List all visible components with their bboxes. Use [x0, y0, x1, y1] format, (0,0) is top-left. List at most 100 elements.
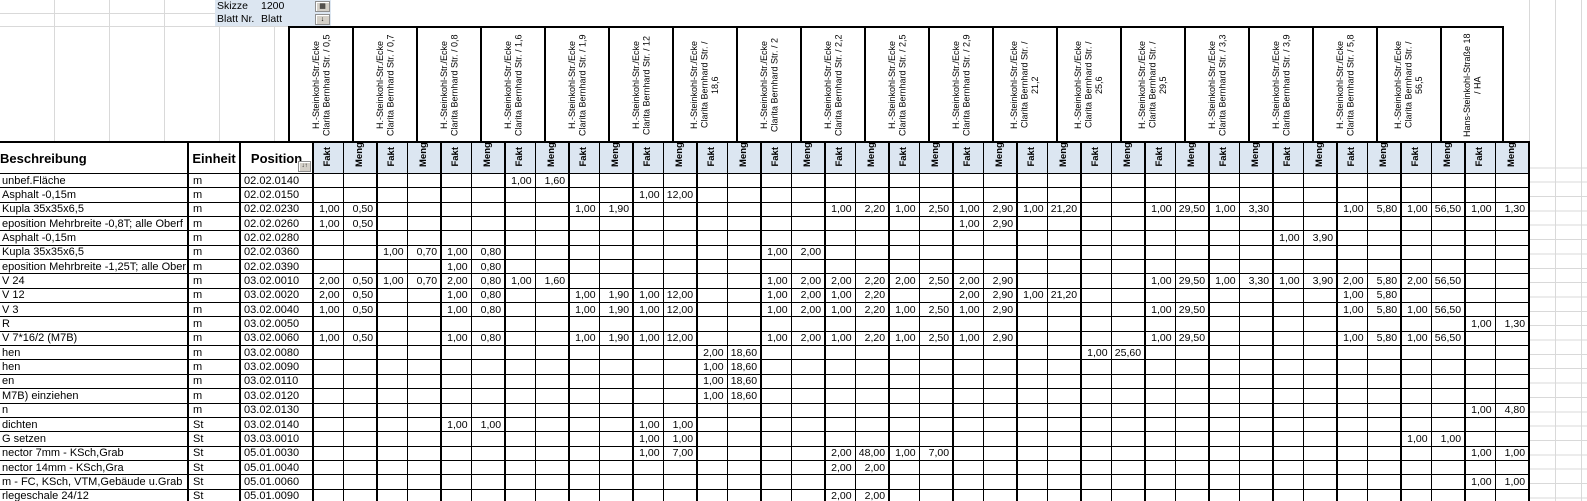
cell-meng[interactable]	[918, 388, 954, 404]
cell-fakt[interactable]	[504, 187, 536, 203]
cell-meng[interactable]: 1,00	[662, 431, 698, 447]
cell-meng[interactable]	[790, 187, 826, 203]
cell-meng[interactable]	[1238, 330, 1274, 347]
cell-position[interactable]: 03.02.0020	[239, 287, 314, 304]
cell-meng[interactable]	[1046, 216, 1082, 232]
cell-meng[interactable]	[1110, 488, 1146, 501]
cell-meng[interactable]	[1302, 330, 1338, 347]
cell-fakt[interactable]	[1464, 172, 1496, 189]
cell-fakt[interactable]	[952, 445, 984, 461]
cell-fakt[interactable]: 1,00	[1400, 431, 1432, 447]
cell-meng[interactable]	[982, 416, 1018, 433]
cell-fakt[interactable]: 2,00	[888, 273, 920, 289]
cell-meng[interactable]	[406, 345, 442, 361]
cell-fakt[interactable]	[1208, 359, 1240, 375]
cell-fakt[interactable]: 2,00	[440, 273, 472, 289]
cell-fakt[interactable]	[1272, 388, 1304, 404]
cell-fakt[interactable]	[568, 359, 600, 375]
cell-meng[interactable]	[1046, 330, 1082, 347]
cell-meng[interactable]	[790, 488, 826, 501]
cell-meng[interactable]: 56,50	[1430, 330, 1466, 347]
cell-fakt[interactable]	[1464, 244, 1496, 261]
cell-fakt[interactable]	[824, 244, 856, 261]
cell-meng[interactable]	[790, 230, 826, 246]
cell-meng[interactable]: 1,60	[534, 273, 570, 289]
location-column-header[interactable]: H.-Steinkohl-Str./Ecke Clarita Bernhard …	[1120, 28, 1184, 141]
cell-meng[interactable]	[470, 402, 506, 418]
cell-fakt[interactable]	[1336, 431, 1368, 447]
cell-meng[interactable]: 18,60	[726, 388, 762, 404]
cell-position[interactable]: 05.01.0030	[239, 445, 314, 461]
cell-meng[interactable]: 0,50	[342, 273, 378, 289]
cell-meng[interactable]	[982, 244, 1018, 261]
cell-fakt[interactable]	[1016, 216, 1048, 232]
cell-fakt[interactable]	[888, 259, 920, 275]
cell-einheit[interactable]: St	[187, 431, 241, 447]
cell-meng[interactable]: 5,80	[1366, 273, 1402, 289]
cell-fakt[interactable]	[1080, 488, 1112, 501]
cell-meng[interactable]	[1366, 373, 1402, 390]
cell-meng[interactable]	[662, 273, 698, 289]
cell-fakt[interactable]	[504, 216, 536, 232]
cell-meng[interactable]	[662, 345, 698, 361]
cell-meng[interactable]: 1,90	[598, 287, 634, 304]
cell-meng[interactable]	[342, 187, 378, 203]
cell-fakt[interactable]: 2,00	[1400, 273, 1432, 289]
cell-fakt[interactable]	[1144, 416, 1176, 433]
cell-fakt[interactable]	[696, 244, 728, 261]
cell-fakt[interactable]	[376, 259, 408, 275]
cell-fakt[interactable]: 2,00	[312, 287, 344, 304]
cell-fakt[interactable]	[760, 488, 792, 501]
cell-meng[interactable]: 0,50	[342, 302, 378, 318]
cell-meng[interactable]	[1430, 445, 1466, 461]
cell-einheit[interactable]: m	[187, 287, 241, 304]
cell-meng[interactable]	[598, 431, 634, 447]
cell-meng[interactable]: 2,20	[854, 287, 890, 304]
cell-meng[interactable]	[1110, 431, 1146, 447]
location-column-header[interactable]: Hans-Steinkohl-Straße 18 / HA	[1440, 28, 1504, 141]
cell-fakt[interactable]	[1336, 187, 1368, 203]
cell-meng[interactable]	[1430, 287, 1466, 304]
cell-position[interactable]: 03.02.0060	[239, 330, 314, 347]
cell-fakt[interactable]	[440, 488, 472, 501]
cell-meng[interactable]: 1,00	[1494, 474, 1530, 490]
location-column-header[interactable]: H.-Steinkohl-Str./Ecke Clarita Bernhard …	[352, 28, 416, 141]
cell-meng[interactable]	[1110, 216, 1146, 232]
cell-fakt[interactable]	[824, 187, 856, 203]
cell-meng[interactable]	[790, 259, 826, 275]
cell-fakt[interactable]	[1464, 330, 1496, 347]
cell-meng[interactable]: 0,80	[470, 287, 506, 304]
cell-fakt[interactable]	[760, 201, 792, 218]
cell-fakt[interactable]: 1,00	[1016, 287, 1048, 304]
cell-fakt[interactable]	[376, 287, 408, 304]
cell-fakt[interactable]	[376, 459, 408, 476]
cell-meng[interactable]	[1174, 388, 1210, 404]
cell-fakt[interactable]	[1080, 474, 1112, 490]
cell-fakt[interactable]	[1336, 488, 1368, 501]
cell-meng[interactable]	[598, 273, 634, 289]
cell-fakt[interactable]	[696, 416, 728, 433]
cell-meng[interactable]	[470, 187, 506, 203]
cell-fakt[interactable]	[632, 373, 664, 390]
cell-fakt[interactable]	[1272, 287, 1304, 304]
cell-meng[interactable]	[1174, 172, 1210, 189]
cell-meng[interactable]	[1302, 302, 1338, 318]
cell-fakt[interactable]: 1,00	[1400, 201, 1432, 218]
cell-meng[interactable]: 2,90	[982, 330, 1018, 347]
cell-meng[interactable]	[406, 445, 442, 461]
cell-fakt[interactable]	[376, 302, 408, 318]
cell-fakt[interactable]	[1016, 230, 1048, 246]
cell-meng[interactable]: 2,90	[982, 201, 1018, 218]
cell-fakt[interactable]	[760, 445, 792, 461]
cell-fakt[interactable]	[1016, 244, 1048, 261]
cell-fakt[interactable]	[1016, 172, 1048, 189]
cell-meng[interactable]	[1110, 287, 1146, 304]
cell-meng[interactable]	[342, 172, 378, 189]
cell-meng[interactable]	[726, 402, 762, 418]
cell-fakt[interactable]	[504, 345, 536, 361]
cell-fakt[interactable]	[504, 287, 536, 304]
cell-meng[interactable]	[598, 244, 634, 261]
cell-meng[interactable]	[1430, 187, 1466, 203]
cell-meng[interactable]	[1110, 201, 1146, 218]
cell-meng[interactable]	[1366, 216, 1402, 232]
